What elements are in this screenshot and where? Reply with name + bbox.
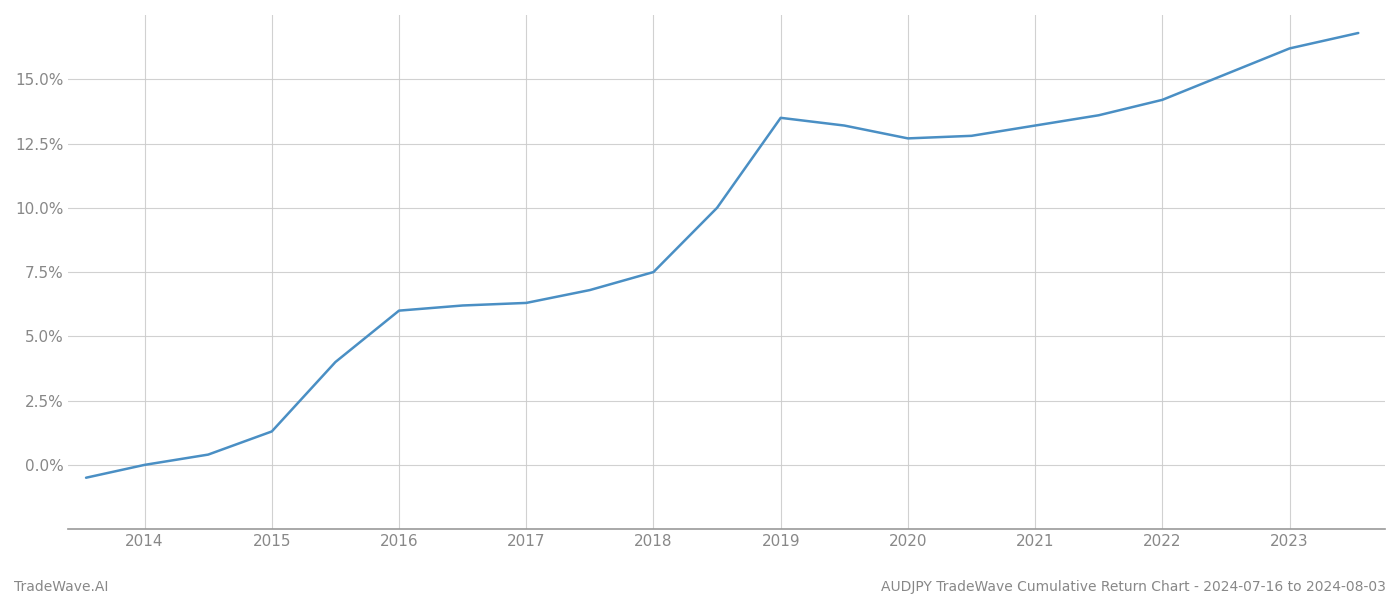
Text: TradeWave.AI: TradeWave.AI xyxy=(14,580,108,594)
Text: AUDJPY TradeWave Cumulative Return Chart - 2024-07-16 to 2024-08-03: AUDJPY TradeWave Cumulative Return Chart… xyxy=(881,580,1386,594)
